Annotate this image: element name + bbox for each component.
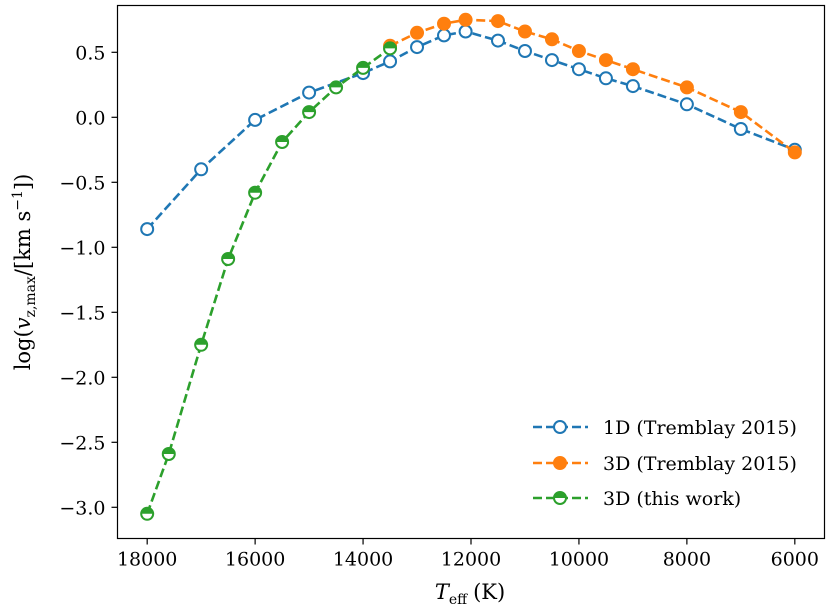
y-tick-label: 0.0 xyxy=(75,107,105,129)
data-point xyxy=(458,12,473,27)
data-point xyxy=(517,24,532,39)
data-point xyxy=(302,85,317,100)
x-axis-label: Teff (K) xyxy=(435,580,505,607)
data-point xyxy=(544,32,559,47)
data-point xyxy=(161,447,176,461)
data-point-fill xyxy=(249,186,262,193)
y-tick-label: −1.0 xyxy=(59,237,105,259)
x-tick-label: 16000 xyxy=(225,549,285,571)
data-point xyxy=(194,162,209,177)
x-tick-label: 6000 xyxy=(771,549,819,571)
data-point-fill xyxy=(141,507,154,514)
x-tick-label: 10000 xyxy=(549,549,609,571)
data-point xyxy=(329,80,344,95)
y-tick-label: 0.5 xyxy=(75,42,105,64)
x-axis: 18000 16000 14000 12000 10000 8000 6000 xyxy=(117,538,819,571)
data-point xyxy=(221,252,236,266)
y-tick-label: −3.0 xyxy=(59,497,105,519)
data-point-fill xyxy=(222,253,235,259)
legend-entry-1d: 1D (Tremblay 2015) xyxy=(533,417,797,439)
data-point xyxy=(458,24,473,39)
x-tick-label: 14000 xyxy=(333,549,393,571)
data-point xyxy=(383,41,398,56)
data-point xyxy=(248,185,263,200)
data-point xyxy=(625,62,640,77)
series-line xyxy=(389,18,796,154)
data-point xyxy=(490,33,505,48)
x-tick-label: 18000 xyxy=(117,549,177,571)
data-point-fill xyxy=(330,81,343,88)
data-point xyxy=(571,44,586,58)
legend-entry-3d-tremblay: 3D (Tremblay 2015) xyxy=(533,453,797,475)
legend: 1D (Tremblay 2015) 3D (Tremblay 2015) 3D… xyxy=(533,417,797,510)
data-point xyxy=(517,44,532,58)
legend-label-3d-tremblay: 3D (Tremblay 2015) xyxy=(603,453,797,475)
legend-label-3d-this-work: 3D (this work) xyxy=(603,488,741,510)
data-point xyxy=(302,105,317,120)
data-point-fill xyxy=(276,136,289,142)
data-point-fill xyxy=(162,448,175,454)
data-point xyxy=(598,71,613,86)
data-point xyxy=(437,28,452,43)
series-2 xyxy=(140,41,398,521)
data-point xyxy=(544,53,559,68)
data-point xyxy=(490,14,505,29)
data-point xyxy=(410,40,425,55)
data-point xyxy=(248,112,263,127)
data-point-fill xyxy=(384,42,397,49)
legend-entry-3d-this-work: 3D (this work) xyxy=(533,488,741,510)
data-point xyxy=(625,79,640,94)
x-tick-label: 8000 xyxy=(663,549,711,571)
y-axis-label: log(vz,max/[km s−1]) xyxy=(10,174,39,371)
data-point xyxy=(733,105,748,120)
series-1 xyxy=(383,12,802,160)
y-tick-label: −2.0 xyxy=(59,367,105,389)
data-point xyxy=(787,145,802,160)
y-tick-label: −2.5 xyxy=(59,432,105,454)
data-point xyxy=(679,80,694,95)
series-0 xyxy=(140,24,802,237)
legend-label-1d: 1D (Tremblay 2015) xyxy=(603,417,797,439)
data-point xyxy=(383,54,398,69)
data-point xyxy=(140,222,155,237)
data-point xyxy=(194,337,209,352)
data-point xyxy=(733,122,748,136)
data-point xyxy=(356,60,371,75)
data-point xyxy=(598,53,613,68)
data-point xyxy=(410,25,425,40)
y-tick-label: −1.5 xyxy=(59,302,105,324)
series-line xyxy=(146,30,796,230)
x-tick-label: 12000 xyxy=(441,549,501,571)
data-point-fill xyxy=(357,61,370,68)
legend-marker-3d-tremblay xyxy=(553,456,567,470)
plot-content xyxy=(140,12,802,521)
y-axis: 0.5 0.0 −0.5 −1.0 −1.5 −2.0 −2.5 −3.0 xyxy=(59,42,118,519)
legend-marker-1d xyxy=(553,420,567,434)
series-line xyxy=(145,47,391,515)
data-point xyxy=(437,16,452,31)
data-point-fill xyxy=(303,106,316,113)
data-point xyxy=(140,506,155,521)
data-point xyxy=(275,135,290,149)
legend-marker-3d-this-work-fill xyxy=(554,492,566,498)
data-point-fill xyxy=(195,338,208,345)
data-point xyxy=(679,97,694,112)
y-tick-label: −0.5 xyxy=(59,172,105,194)
data-point xyxy=(571,62,586,77)
